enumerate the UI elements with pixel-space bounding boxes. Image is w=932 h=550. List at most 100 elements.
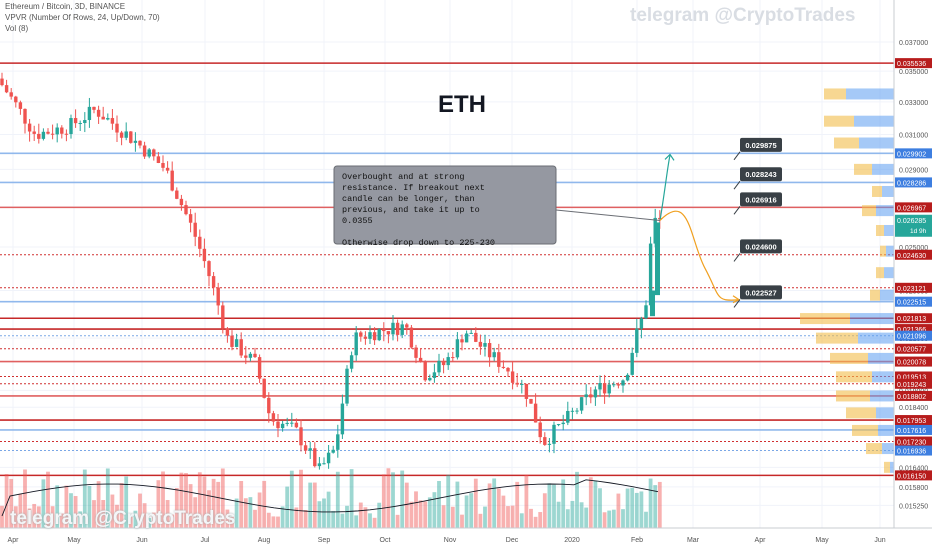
- volume-bar: [616, 493, 621, 528]
- candle-body: [244, 355, 248, 358]
- x-tick-label: Nov: [444, 537, 457, 544]
- volume-bar: [395, 514, 400, 528]
- bearish-projection: [659, 210, 739, 301]
- volume-bar: [138, 493, 142, 528]
- candle-body: [418, 357, 423, 362]
- candle-body: [616, 384, 621, 386]
- target-label-pointer: [733, 253, 741, 262]
- candle-body: [432, 372, 437, 378]
- candle-body: [538, 422, 542, 438]
- vpvr-up-bar: [882, 185, 894, 197]
- candle-body: [101, 116, 105, 120]
- vpvr-up-bar: [859, 137, 894, 149]
- volume-bar: [115, 504, 119, 528]
- candle-body: [142, 145, 147, 157]
- volume-bar: [432, 492, 437, 528]
- candle-body: [469, 332, 473, 334]
- candle-body: [428, 377, 432, 381]
- candle-body: [602, 383, 607, 394]
- level-price-label: 0.028286: [897, 180, 926, 187]
- vpvr-down-bar: [884, 461, 890, 473]
- volume-bar: [147, 517, 152, 528]
- volume-bar: [542, 493, 547, 528]
- volume-bar: [55, 485, 60, 528]
- level-price-label: 0.016936: [897, 449, 926, 456]
- candle-body: [0, 78, 4, 86]
- y-tick-label: 0.016400: [899, 465, 928, 472]
- candle-body: [414, 347, 418, 358]
- vpvr-up-bar: [872, 163, 894, 175]
- candle-body: [492, 352, 496, 358]
- y-tick-label: 0.018400: [899, 405, 928, 412]
- volume-bar: [639, 491, 644, 528]
- volume-bar: [4, 474, 9, 528]
- x-tick-label: Dec: [506, 537, 519, 544]
- level-price-tag: [895, 282, 932, 293]
- candle-body: [170, 170, 174, 191]
- volume-bar: [648, 478, 653, 528]
- candle-body: [276, 421, 280, 429]
- volume-bar: [427, 497, 432, 528]
- volume-bar: [529, 508, 533, 528]
- candle-body: [566, 410, 570, 423]
- volume-bar: [32, 503, 37, 528]
- candle-body: [9, 92, 13, 97]
- volume-bar: [188, 484, 193, 528]
- vpvr-down-bar: [836, 390, 870, 402]
- volume-bar: [161, 471, 165, 528]
- volume-bar: [174, 487, 179, 528]
- volume-bar: [584, 507, 589, 528]
- level-price-label: 0.019513: [897, 374, 926, 381]
- vpvr-up-bar: [846, 88, 894, 100]
- level-price-tag: [895, 249, 932, 260]
- candle-body: [207, 261, 211, 277]
- candle-body: [405, 324, 409, 328]
- bearish-arrowhead: [732, 295, 741, 304]
- projection-arrows: [659, 153, 741, 304]
- candle-body: [650, 290, 655, 317]
- candle-body: [478, 341, 483, 347]
- candle-body: [386, 331, 391, 335]
- candle-body: [395, 322, 400, 335]
- candle-body: [46, 131, 50, 134]
- candle-body: [294, 422, 299, 428]
- vpvr-up-bar: [880, 289, 894, 301]
- candle-body: [349, 355, 354, 369]
- x-tick-label: Apr: [8, 537, 20, 544]
- level-price-tag: [895, 415, 932, 426]
- volume-bar: [289, 470, 294, 528]
- vpvr-up-bar: [868, 352, 894, 364]
- level-price-label: 0.024630: [897, 253, 926, 260]
- candle-body: [368, 332, 372, 339]
- vpvr-up-bar: [884, 224, 894, 236]
- level-price-tag: [895, 313, 932, 324]
- x-tick-label: May: [67, 537, 81, 544]
- candle-body: [372, 332, 377, 341]
- volume-bar: [317, 501, 322, 528]
- candle-body: [87, 106, 92, 121]
- annotation-text-line: Otherwise drop down to 225-230: [342, 238, 495, 248]
- symbol-header: Ethereum / Bitcoin, 3D, BINANCE: [5, 2, 126, 11]
- target-label-pointer: [733, 151, 741, 161]
- volume-bar: [386, 468, 391, 528]
- candle-body: [621, 380, 625, 386]
- target-label-pointer: [733, 180, 741, 190]
- target-label-box: [740, 137, 782, 152]
- candle-body: [37, 133, 41, 139]
- candle-body: [391, 322, 395, 335]
- candle-body: [464, 333, 469, 343]
- candle-body: [234, 339, 239, 347]
- volume-bar: [170, 514, 175, 528]
- candle-body: [73, 118, 78, 124]
- candle-body: [460, 339, 464, 343]
- candle-body: [524, 383, 529, 399]
- annotation-text-line: previous, and take it up to: [342, 205, 480, 215]
- y-tick-label: 0.015800: [899, 485, 928, 492]
- volume-bar: [13, 506, 18, 528]
- watermark-top: telegram @CryptoTrades: [630, 5, 856, 26]
- volume-bar: [625, 488, 630, 528]
- candle-body: [363, 336, 368, 339]
- volume-bar: [280, 506, 285, 528]
